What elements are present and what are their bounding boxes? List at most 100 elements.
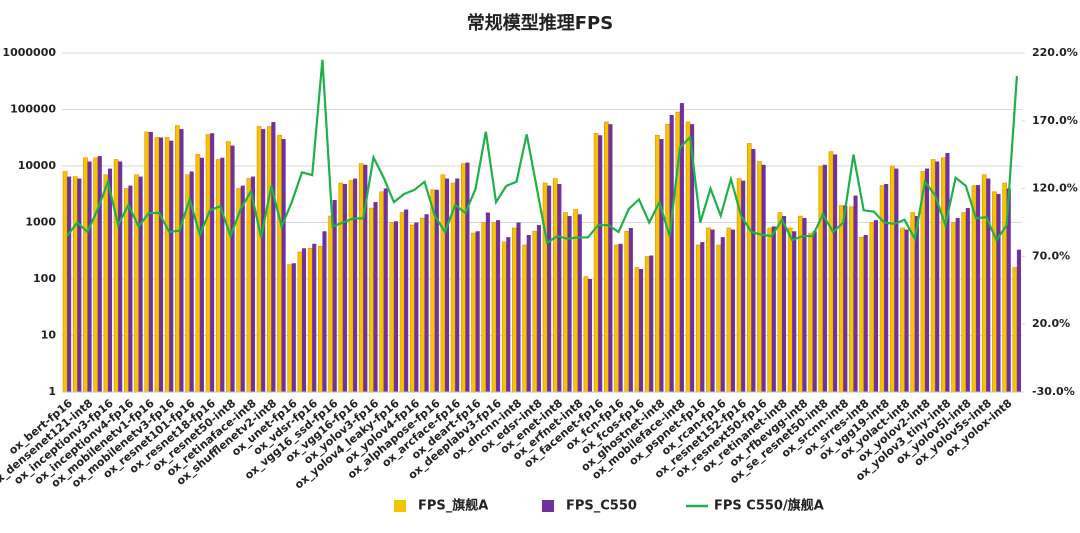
bar [205, 134, 211, 393]
bar [526, 235, 531, 392]
bar [256, 126, 262, 393]
bar [761, 164, 766, 392]
bar [420, 217, 425, 393]
bar [302, 248, 307, 392]
bar [369, 207, 374, 393]
bar [935, 161, 940, 392]
bar [644, 256, 650, 393]
bar [322, 231, 327, 392]
bar [516, 222, 521, 392]
bar [628, 227, 633, 392]
bar [281, 139, 286, 392]
bar [941, 157, 946, 393]
bar [118, 161, 123, 392]
bar [741, 180, 746, 392]
bar [393, 221, 398, 392]
bar [77, 178, 82, 392]
bar [710, 229, 715, 392]
bar [730, 229, 736, 392]
bar [1006, 188, 1011, 392]
bar [113, 159, 119, 393]
bar [144, 131, 150, 393]
bar [665, 123, 670, 393]
bar [552, 178, 558, 393]
bar [215, 159, 221, 393]
bar [771, 226, 776, 392]
y-tick-label: 10000 [18, 159, 57, 172]
legend-label: FPS C550/旗舰A [714, 498, 824, 514]
bar [833, 154, 838, 392]
bar [894, 168, 899, 392]
bar [951, 222, 956, 393]
bar [210, 133, 215, 392]
bar [195, 154, 201, 393]
bar [873, 220, 878, 392]
bar [461, 163, 466, 393]
bar [904, 229, 909, 392]
bar [328, 215, 333, 393]
bar [444, 178, 450, 392]
legend-label: FPS_C550 [566, 499, 637, 514]
bar [624, 230, 630, 393]
bar [914, 216, 919, 392]
bar [353, 178, 358, 392]
bar [379, 191, 385, 393]
bar [83, 157, 88, 393]
bar [532, 230, 538, 393]
bar [62, 171, 68, 393]
bar [1002, 182, 1007, 393]
bar [655, 134, 660, 393]
bar [649, 255, 654, 392]
bar [159, 137, 164, 392]
bar [808, 232, 813, 393]
bar [869, 222, 875, 393]
bar [250, 176, 256, 392]
bar [287, 264, 293, 393]
bar [945, 152, 950, 392]
bar [148, 131, 153, 392]
bar [746, 143, 752, 393]
bar [123, 188, 129, 393]
bar [128, 185, 133, 392]
bar [93, 157, 99, 393]
bar [501, 241, 507, 393]
bar [757, 161, 762, 393]
y2-tick-label: 20.0% [1032, 317, 1070, 330]
bar [199, 157, 204, 392]
bar [812, 231, 817, 392]
bar [679, 103, 684, 393]
bar [853, 195, 858, 392]
bar [542, 182, 548, 393]
bar [164, 137, 170, 393]
bar [312, 243, 317, 392]
bar [271, 122, 276, 392]
bar [955, 218, 960, 392]
bar [506, 237, 511, 392]
y2-tick-label: 120.0% [1032, 182, 1078, 195]
bar [297, 251, 303, 393]
bar [220, 157, 225, 392]
bar [838, 205, 844, 393]
bar [802, 218, 807, 392]
bar [246, 178, 252, 393]
bar [669, 114, 674, 393]
bar [792, 231, 797, 392]
chart-title: 常规模型推理FPS [467, 12, 613, 34]
bar [685, 121, 691, 393]
bar [614, 244, 619, 393]
bar [583, 276, 589, 393]
y-tick-label: 10 [41, 329, 57, 342]
bar [976, 185, 981, 392]
line [66, 59, 1018, 245]
bar [475, 231, 480, 392]
bar [512, 227, 517, 393]
bar [175, 125, 180, 393]
bar [634, 267, 640, 393]
bar [179, 129, 184, 392]
bar [434, 189, 439, 392]
bar [639, 269, 644, 392]
bar [767, 227, 773, 393]
legend-swatch [394, 500, 406, 512]
bar [695, 244, 701, 393]
